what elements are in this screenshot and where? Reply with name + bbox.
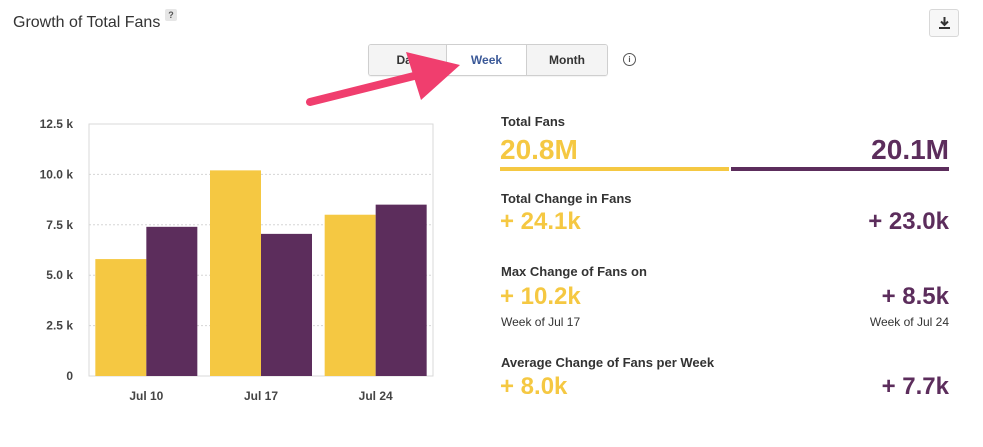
x-tick-label: Jul 24 <box>359 389 393 403</box>
y-tick-label: 0 <box>66 369 73 383</box>
annotation-arrow-icon <box>306 52 460 106</box>
x-tick-label: Jul 10 <box>129 389 163 403</box>
total-change-right-value: + 23.0k <box>868 208 949 235</box>
max-change-label: Max Change of Fans on <box>501 264 647 279</box>
y-tick-label: 12.5 k <box>40 117 74 131</box>
info-icon[interactable]: i <box>623 53 636 66</box>
max-change-left-date: Week of Jul 17 <box>501 315 581 329</box>
bar-jul-10-series-2[interactable] <box>146 226 198 376</box>
total-change-label: Total Change in Fans <box>501 191 632 206</box>
split-bar-page-a <box>500 167 729 171</box>
y-tick-label: 10.0 k <box>40 167 74 181</box>
total-fans-label: Total Fans <box>501 114 566 129</box>
avg-change-left-value: + 8.0k <box>500 373 568 400</box>
period-toggle: Day Week Month <box>368 44 608 76</box>
tab-week[interactable]: Week <box>447 45 527 75</box>
chart-title: Growth of Total Fans <box>13 14 161 31</box>
bar-jul-24-series-1[interactable] <box>324 214 376 376</box>
max-change-right-date: Week of Jul 24 <box>869 315 949 329</box>
bar-jul-10-series-1[interactable] <box>95 259 147 376</box>
bar-jul-17-series-1[interactable] <box>210 170 261 376</box>
avg-change-right-value: + 7.7k <box>881 373 949 400</box>
total-fans-right-value: 20.1M <box>871 134 949 165</box>
max-change-right-value: + 8.5k <box>881 283 949 310</box>
bar-jul-24-series-2[interactable] <box>375 204 427 376</box>
x-tick-label: Jul 17 <box>244 389 278 403</box>
avg-change-label: Average Change of Fans per Week <box>501 355 715 370</box>
total-change-left-value: + 24.1k <box>500 208 581 235</box>
download-icon <box>939 17 950 29</box>
help-icon[interactable]: ? <box>165 9 177 21</box>
y-tick-label: 7.5 k <box>46 218 73 232</box>
max-change-left-value: + 10.2k <box>500 283 581 310</box>
total-fans-left-value: 20.8M <box>500 134 578 165</box>
tab-month[interactable]: Month <box>527 45 607 75</box>
download-button[interactable] <box>929 9 959 37</box>
split-bar-page-b <box>730 167 949 171</box>
total-fans-split-bar <box>500 167 949 171</box>
y-tick-label: 2.5 k <box>46 319 73 333</box>
fans-bar-chart: 0 2.5 k 5.0 k 7.5 k 10.0 k 12.5 k Jul 10 Jul 1… <box>40 117 434 403</box>
y-tick-label: 5.0 k <box>46 268 73 282</box>
bar-jul-17-series-2[interactable] <box>261 233 312 376</box>
